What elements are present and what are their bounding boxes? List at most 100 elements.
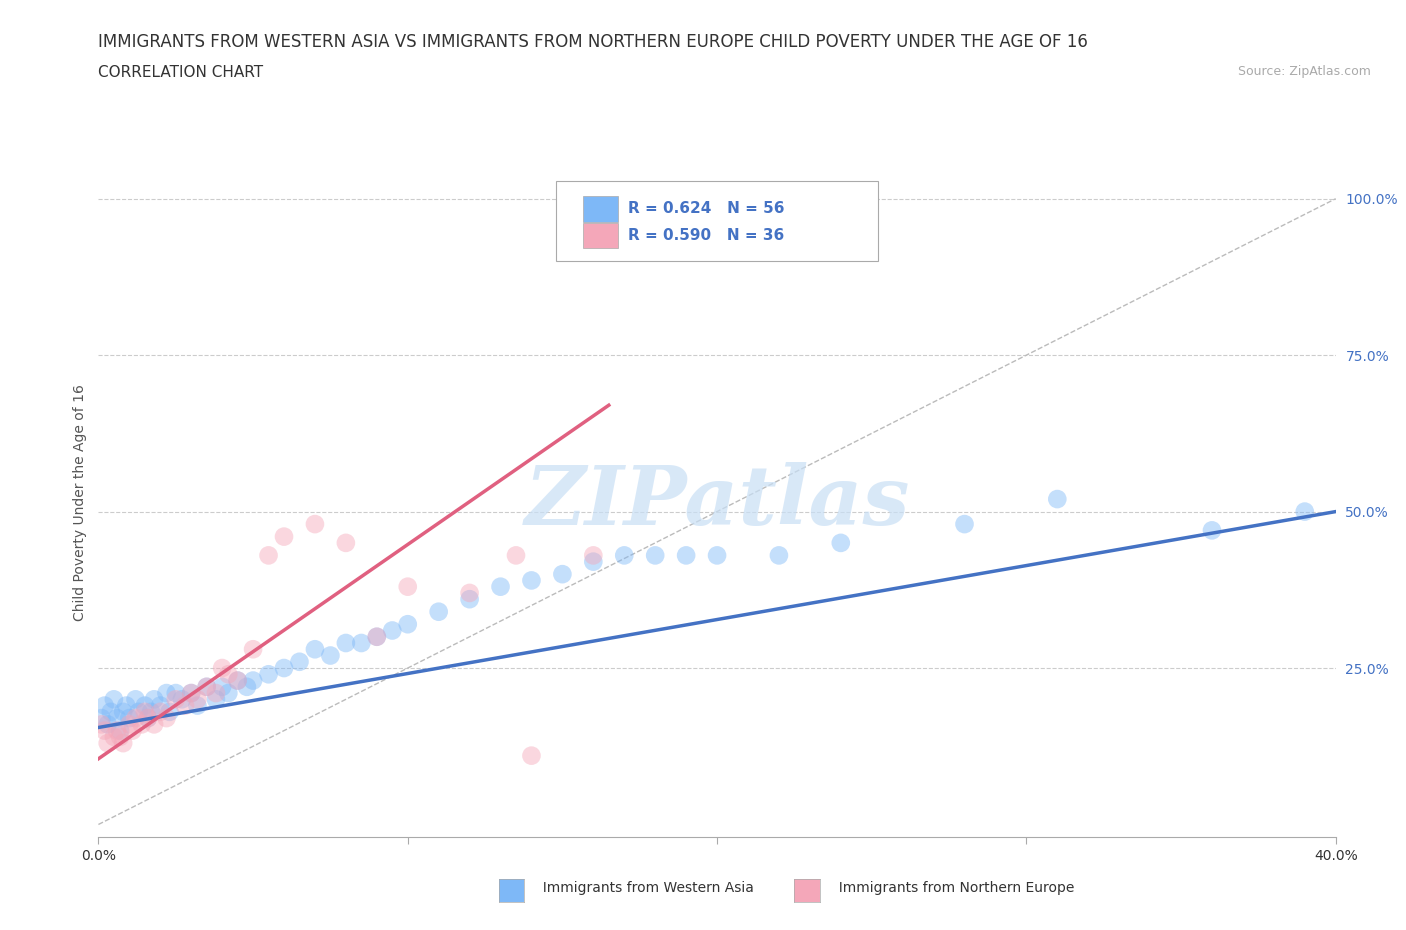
Point xyxy=(396,579,419,594)
Point xyxy=(108,729,131,744)
Point xyxy=(953,517,976,532)
Point xyxy=(335,536,357,551)
Point xyxy=(143,717,166,732)
Point xyxy=(520,573,543,588)
Point xyxy=(304,517,326,532)
Point xyxy=(149,698,172,713)
Point xyxy=(90,711,112,725)
Text: Source: ZipAtlas.com: Source: ZipAtlas.com xyxy=(1237,65,1371,78)
Point xyxy=(217,685,239,700)
Point xyxy=(319,648,342,663)
Point xyxy=(273,660,295,675)
Point xyxy=(226,673,249,688)
Point xyxy=(118,717,141,732)
Point xyxy=(644,548,666,563)
Point xyxy=(115,698,138,713)
Point xyxy=(186,692,208,707)
Point xyxy=(124,692,146,707)
Point xyxy=(505,548,527,563)
Point xyxy=(211,680,233,695)
Point xyxy=(205,685,228,700)
Point xyxy=(217,667,239,682)
Point xyxy=(93,698,115,713)
Point xyxy=(489,579,512,594)
Point xyxy=(211,660,233,675)
Point xyxy=(155,685,177,700)
Point xyxy=(165,685,187,700)
Point xyxy=(582,548,605,563)
Text: ZIPatlas: ZIPatlas xyxy=(524,462,910,542)
Point xyxy=(675,548,697,563)
Point xyxy=(257,667,280,682)
Point xyxy=(396,617,419,631)
Point xyxy=(139,704,162,719)
Point xyxy=(100,704,122,719)
FancyBboxPatch shape xyxy=(583,223,619,248)
Point xyxy=(112,736,135,751)
Point xyxy=(335,635,357,650)
FancyBboxPatch shape xyxy=(583,196,619,221)
Point xyxy=(1046,492,1069,507)
Point xyxy=(830,536,852,551)
Point xyxy=(195,680,218,695)
Point xyxy=(1201,523,1223,538)
Point xyxy=(242,642,264,657)
Point xyxy=(170,692,193,707)
Point xyxy=(458,586,481,601)
Text: Immigrants from Western Asia: Immigrants from Western Asia xyxy=(534,881,754,896)
Point xyxy=(149,704,172,719)
Point xyxy=(93,724,115,738)
Point xyxy=(112,704,135,719)
Point xyxy=(165,692,187,707)
Point xyxy=(205,692,228,707)
FancyBboxPatch shape xyxy=(557,180,877,261)
Point xyxy=(768,548,790,563)
Point xyxy=(131,717,153,732)
Point xyxy=(136,711,159,725)
Point xyxy=(159,704,181,719)
Point xyxy=(706,548,728,563)
Text: R = 0.624   N = 56: R = 0.624 N = 56 xyxy=(628,202,785,217)
Y-axis label: Child Poverty Under the Age of 16: Child Poverty Under the Age of 16 xyxy=(73,384,87,620)
Point xyxy=(143,692,166,707)
Point xyxy=(134,704,156,719)
Point xyxy=(350,635,373,650)
Point xyxy=(366,630,388,644)
Point xyxy=(186,698,208,713)
Text: IMMIGRANTS FROM WESTERN ASIA VS IMMIGRANTS FROM NORTHERN EUROPE CHILD POVERTY UN: IMMIGRANTS FROM WESTERN ASIA VS IMMIGRAN… xyxy=(98,33,1088,50)
Point xyxy=(242,673,264,688)
Point xyxy=(180,685,202,700)
Point xyxy=(381,623,404,638)
Text: Immigrants from Northern Europe: Immigrants from Northern Europe xyxy=(830,881,1074,896)
Point xyxy=(551,566,574,581)
Point xyxy=(613,548,636,563)
Point xyxy=(273,529,295,544)
Point xyxy=(97,736,120,751)
Text: R = 0.590   N = 36: R = 0.590 N = 36 xyxy=(628,228,785,244)
Point xyxy=(97,717,120,732)
Point xyxy=(427,604,450,619)
Point xyxy=(118,711,141,725)
Point xyxy=(155,711,177,725)
Point xyxy=(128,704,150,719)
Point xyxy=(582,554,605,569)
Text: CORRELATION CHART: CORRELATION CHART xyxy=(98,65,263,80)
Point xyxy=(105,724,128,738)
Point xyxy=(195,680,218,695)
Point xyxy=(103,692,125,707)
Point xyxy=(134,698,156,713)
Point xyxy=(90,717,112,732)
Point xyxy=(288,655,311,670)
Point xyxy=(103,729,125,744)
Point xyxy=(180,685,202,700)
Point xyxy=(304,642,326,657)
Point xyxy=(1294,504,1316,519)
Point xyxy=(257,548,280,563)
Point xyxy=(458,591,481,606)
Point xyxy=(124,711,146,725)
Point xyxy=(236,680,259,695)
Point xyxy=(366,630,388,644)
Point xyxy=(121,724,143,738)
Point xyxy=(136,711,159,725)
Point xyxy=(108,724,131,738)
